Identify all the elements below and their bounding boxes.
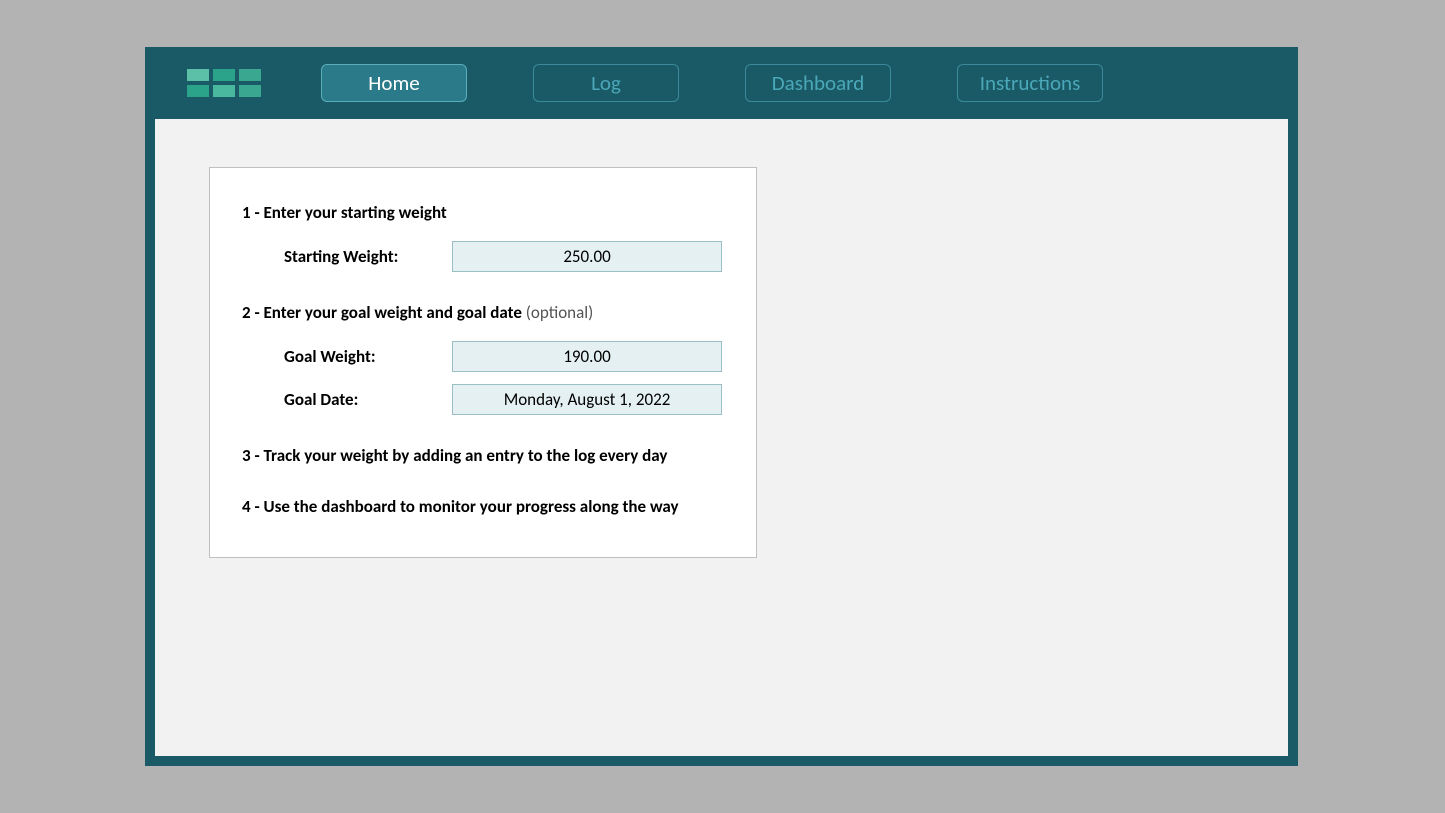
starting-weight-input[interactable] — [452, 241, 722, 272]
nav-tabs: Home Log Dashboard Instructions — [321, 64, 1103, 102]
tab-instructions[interactable]: Instructions — [957, 64, 1103, 102]
step3-heading: 3 - Track your weight by adding an entry… — [242, 445, 724, 466]
logo-cell — [239, 85, 261, 97]
step2-heading: 2 - Enter your goal weight and goal date… — [242, 302, 724, 323]
setup-form-panel: 1 - Enter your starting weight Starting … — [209, 167, 757, 558]
logo-cell — [187, 85, 209, 97]
tab-log[interactable]: Log — [533, 64, 679, 102]
starting-weight-row: Starting Weight: — [284, 241, 724, 272]
step2-heading-optional: (optional) — [522, 302, 593, 323]
step4-heading: 4 - Use the dashboard to monitor your pr… — [242, 496, 724, 517]
app-frame: Home Log Dashboard Instructions 1 - Ente… — [145, 47, 1298, 766]
logo-cell — [187, 69, 209, 81]
goal-weight-label: Goal Weight: — [284, 346, 452, 367]
tab-dashboard[interactable]: Dashboard — [745, 64, 891, 102]
app-logo-icon — [187, 69, 261, 97]
goal-date-row: Goal Date: — [284, 384, 724, 415]
goal-weight-input[interactable] — [452, 341, 722, 372]
step1-heading: 1 - Enter your starting weight — [242, 202, 724, 223]
step2-heading-main: 2 - Enter your goal weight and goal date — [242, 302, 522, 323]
goal-date-label: Goal Date: — [284, 389, 452, 410]
starting-weight-label: Starting Weight: — [284, 246, 452, 267]
tab-home[interactable]: Home — [321, 64, 467, 102]
nav-bar: Home Log Dashboard Instructions — [145, 47, 1298, 119]
logo-cell — [213, 85, 235, 97]
logo-cell — [213, 69, 235, 81]
logo-cell — [239, 69, 261, 81]
content-area: 1 - Enter your starting weight Starting … — [155, 119, 1288, 756]
goal-date-input[interactable] — [452, 384, 722, 415]
goal-weight-row: Goal Weight: — [284, 341, 724, 372]
